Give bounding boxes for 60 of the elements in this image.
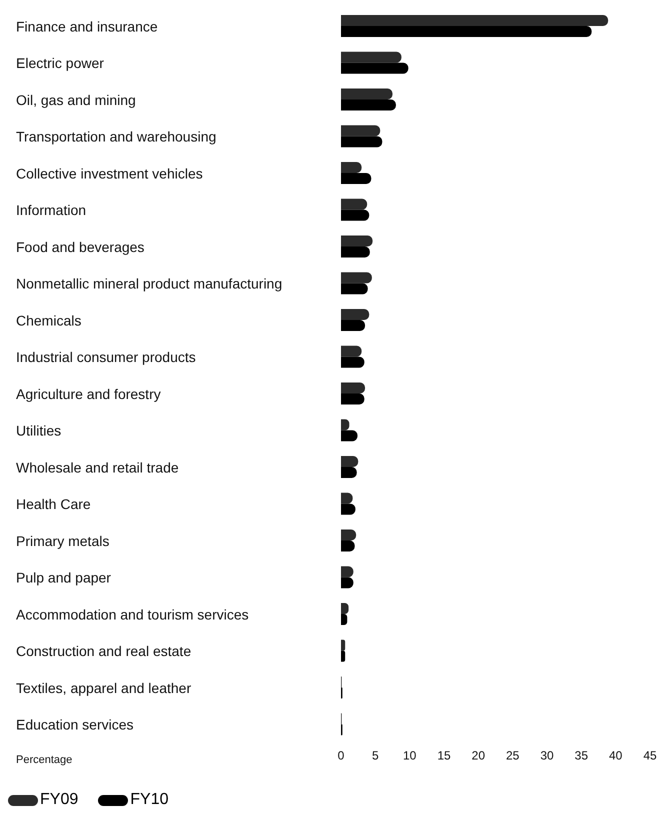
bar — [341, 198, 368, 210]
bar — [341, 88, 392, 100]
bar — [341, 467, 357, 478]
bar — [341, 125, 380, 136]
bar — [341, 136, 382, 148]
bar — [341, 246, 370, 258]
x-tick-label: 40 — [608, 748, 623, 763]
bar — [341, 15, 608, 26]
y-tick-label: Utilities — [16, 422, 62, 439]
x-tick-label: 20 — [472, 748, 486, 763]
y-tick-label: Agriculture and forestry — [16, 386, 161, 402]
bar — [341, 162, 362, 173]
y-tick-label: Chemicals — [16, 312, 82, 328]
x-tick-label: 45 — [643, 748, 657, 763]
y-tick-label: Finance and insurance — [16, 18, 158, 34]
y-tick-label: Information — [16, 202, 86, 218]
y-tick-label: Electric power — [16, 55, 104, 72]
y-tick-label: Primary metals — [16, 532, 110, 549]
y-tick-label: Construction and real estate — [16, 643, 192, 660]
x-tick-label: 30 — [540, 748, 554, 763]
bar — [341, 640, 346, 651]
legend-label: FY10 — [130, 791, 168, 809]
bar — [341, 173, 372, 184]
x-axis-title: Percentage — [16, 754, 72, 766]
bar — [341, 283, 368, 294]
y-tick-label: Food and beverages — [16, 238, 144, 255]
bar — [341, 309, 370, 320]
bar — [341, 62, 408, 74]
bar — [341, 26, 592, 37]
bar — [341, 394, 364, 404]
bar — [341, 382, 366, 394]
y-tick-label: Nonmetallic mineral product manufacturing — [16, 276, 282, 292]
x-tick-label: 15 — [437, 748, 451, 763]
y-tick-label: Industrial consumer products — [16, 349, 196, 366]
bar — [341, 346, 362, 357]
bar — [341, 356, 364, 368]
x-tick-label: 0 — [338, 748, 345, 763]
x-tick-label: 25 — [506, 748, 520, 763]
legend-label: FY09 — [40, 791, 78, 809]
bar — [341, 236, 373, 246]
x-tick-label: 10 — [402, 748, 417, 763]
bar — [341, 320, 366, 331]
x-tick-label: 35 — [574, 748, 588, 763]
bar — [341, 650, 346, 662]
y-tick-label: Oil, gas and mining — [16, 92, 136, 108]
x-tick-label: 5 — [372, 748, 379, 763]
y-tick-label: Education services — [16, 716, 134, 733]
bar — [341, 456, 358, 467]
bar — [341, 430, 358, 442]
bar — [341, 100, 396, 110]
y-tick-label: Textiles, apparel and leather — [16, 680, 192, 696]
y-tick-label: Health Care — [16, 496, 91, 512]
bar — [341, 52, 402, 63]
y-tick-label: Wholesale and retail trade — [16, 459, 179, 476]
y-tick-label: Transportation and warehousing — [16, 128, 216, 145]
y-tick-label: Collective investment vehicles — [16, 165, 203, 182]
bar — [341, 210, 370, 221]
y-tick-label: Accommodation and tourism services — [16, 606, 249, 622]
y-tick-label: Pulp and paper — [16, 570, 112, 586]
bar — [341, 272, 372, 284]
